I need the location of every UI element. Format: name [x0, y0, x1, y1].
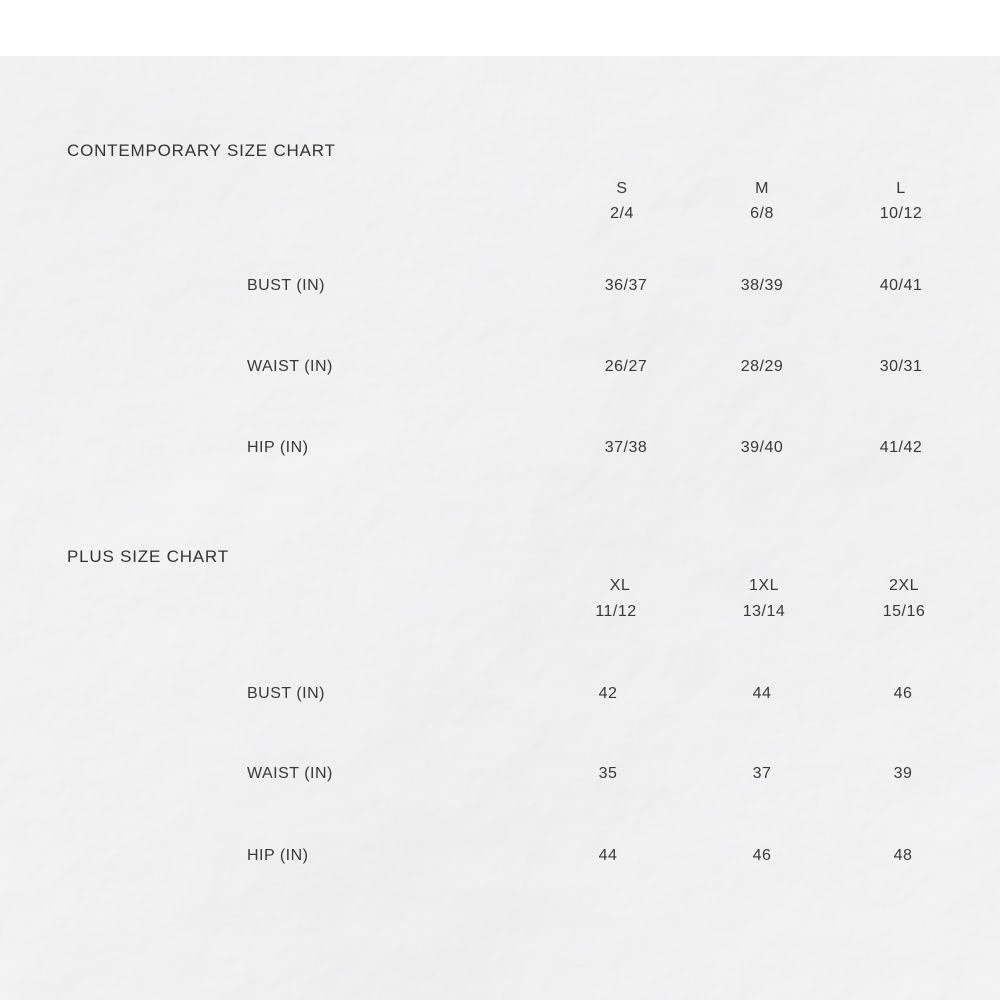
row-label-hip: HIP (IN) [247, 847, 309, 864]
column-header-size: 2XL [889, 577, 919, 594]
table-cell: 44 [598, 847, 618, 864]
column-header-range: 13/14 [742, 603, 786, 620]
column-header-range: 6/8 [750, 205, 774, 222]
table-cell: 37/38 [604, 439, 648, 456]
table-cell: 41/42 [879, 439, 923, 456]
table-cell: 42 [598, 685, 618, 702]
column-header-size: M [755, 180, 769, 197]
table-cell: 39 [893, 765, 913, 782]
column-header-size: S [616, 180, 628, 197]
table-cell: 36/37 [604, 277, 648, 294]
row-label-bust: BUST (IN) [247, 277, 325, 294]
paper-texture-graphic [0, 56, 1000, 1000]
table-cell: 39/40 [740, 439, 784, 456]
table-cell: 40/41 [879, 277, 923, 294]
table-cell: 48 [893, 847, 913, 864]
column-header-range: 11/12 [595, 603, 637, 620]
crumpled-paper-background [0, 56, 1000, 1000]
chart-title: CONTEMPORARY SIZE CHART [67, 141, 336, 160]
table-cell: 28/29 [740, 358, 784, 375]
row-label-waist: WAIST (IN) [247, 765, 333, 782]
row-label-hip: HIP (IN) [247, 439, 309, 456]
table-cell: 30/31 [879, 358, 923, 375]
column-header-size: 1XL [749, 577, 779, 594]
table-cell: 46 [893, 685, 913, 702]
column-header-size: XL [609, 577, 631, 594]
column-header-size: L [896, 180, 906, 197]
table-cell: 37 [752, 765, 772, 782]
table-cell: 44 [752, 685, 772, 702]
row-label-waist: WAIST (IN) [247, 358, 333, 375]
column-header-range: 15/16 [882, 603, 926, 620]
table-cell: 35 [598, 765, 618, 782]
row-label-bust: BUST (IN) [247, 685, 325, 702]
table-cell: 46 [752, 847, 772, 864]
table-cell: 26/27 [604, 358, 648, 375]
column-header-range: 2/4 [610, 205, 634, 222]
table-cell: 38/39 [740, 277, 784, 294]
chart-title: PLUS SIZE CHART [67, 547, 229, 566]
column-header-range: 10/12 [879, 205, 923, 222]
